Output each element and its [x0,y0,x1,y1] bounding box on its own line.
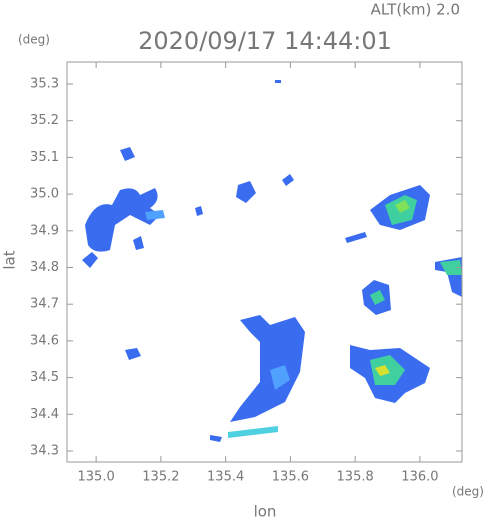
y-tick-label: 34.5 [30,370,59,385]
y-label: lat [1,250,19,269]
x-tick-label: 135.8 [337,470,374,485]
timestamp: 2020/09/17 14:44:01 [138,27,392,55]
x-unit: (deg) [452,485,484,499]
y-tick-label: 35.2 [30,113,59,128]
y-tick-label: 35.0 [30,187,59,202]
y-unit: (deg) [18,33,50,47]
altitude: ALT(km) 2.0 [371,1,460,19]
echoes [82,80,462,442]
x-tick-label: 135.2 [142,470,179,485]
y-tick-label: 35.3 [30,77,59,92]
x-tick-label: 136.0 [401,470,438,485]
x-tick-label: 135.6 [272,470,309,485]
x-tick-label: 135.4 [207,470,244,485]
y-tick-label: 34.8 [30,260,59,275]
y-tick-label: 34.9 [30,223,59,238]
y-tick-label: 34.7 [30,297,59,312]
x-tick-label: 135.0 [78,470,115,485]
y-tick-label: 34.6 [30,333,59,348]
y-tick-label: 35.1 [30,150,59,165]
plot-frame [66,61,463,463]
x-label: lon [254,503,277,521]
y-tick-label: 34.3 [30,443,59,458]
y-tick-label: 34.4 [30,407,59,422]
